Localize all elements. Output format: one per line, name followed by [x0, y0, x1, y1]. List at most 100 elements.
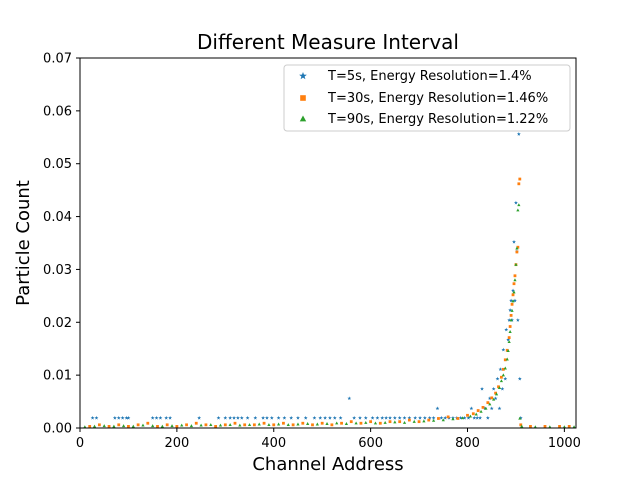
data-point: [320, 421, 324, 425]
data-point: [112, 415, 117, 420]
data-point: [514, 200, 518, 205]
data-point: [199, 423, 203, 427]
data-point: [120, 415, 125, 420]
data-point: [511, 299, 515, 303]
data-point: [402, 415, 407, 420]
data-point: [312, 415, 317, 420]
data-point: [500, 375, 503, 379]
data-point: [480, 386, 484, 391]
data-point: [311, 423, 314, 427]
data-point: [121, 424, 126, 428]
data-point: [529, 425, 532, 428]
data-point: [272, 423, 276, 427]
data-point: [506, 349, 510, 353]
data-point: [218, 423, 223, 427]
x-tick-label: 0: [76, 436, 84, 451]
data-point: [150, 415, 155, 420]
data-point: [511, 288, 515, 293]
data-point: [156, 425, 159, 428]
data-point: [185, 423, 188, 427]
data-point: [508, 308, 513, 312]
y-tick-label: 0.03: [43, 263, 72, 278]
data-point: [276, 422, 281, 426]
data-point: [469, 406, 474, 411]
y-tick-label: 0.02: [43, 316, 72, 331]
data-point: [323, 415, 328, 420]
data-point: [90, 415, 95, 420]
data-point: [349, 420, 353, 424]
y-tick-label: 0.05: [43, 157, 72, 172]
data-point: [257, 422, 261, 426]
data-point: [498, 367, 503, 371]
y-tick-label: 0.00: [43, 422, 72, 437]
data-point: [325, 422, 329, 425]
data-point: [245, 415, 250, 420]
data-point: [466, 413, 469, 417]
data-point: [509, 314, 513, 317]
data-point: [243, 423, 247, 427]
data-point: [458, 415, 463, 420]
data-point: [398, 420, 402, 424]
data-point: [412, 419, 416, 423]
data-point: [332, 415, 337, 420]
data-point: [427, 418, 431, 422]
legend-star-marker: [299, 71, 307, 80]
data-point: [515, 246, 519, 250]
data-point: [261, 415, 266, 420]
data-point: [497, 385, 500, 389]
data-point: [127, 425, 130, 428]
legend-entry-t5: T=5s, Energy Resolution=1.4%: [327, 69, 532, 84]
data-point: [517, 376, 522, 381]
series-t90: [83, 203, 576, 429]
x-tick-label: 200: [164, 436, 189, 451]
data-point: [267, 423, 271, 427]
data-point: [483, 406, 487, 411]
data-point: [141, 423, 145, 427]
data-point: [493, 396, 498, 401]
data-point: [499, 379, 504, 383]
data-point: [83, 425, 87, 429]
data-point: [495, 376, 500, 381]
data-point: [461, 416, 465, 420]
data-point: [392, 415, 397, 420]
data-point: [471, 412, 475, 416]
data-point: [92, 424, 97, 428]
data-point: [518, 415, 523, 420]
data-point: [164, 415, 169, 420]
data-point: [494, 392, 499, 396]
data-point: [446, 415, 450, 419]
data-point: [417, 420, 421, 424]
data-point: [481, 405, 485, 409]
data-point: [291, 423, 295, 427]
data-point: [474, 412, 478, 416]
data-point: [518, 177, 522, 181]
data-point: [253, 415, 258, 420]
x-tick-label: 600: [358, 436, 383, 451]
series-t5: [90, 132, 523, 420]
data-point: [364, 420, 368, 424]
axis-ticks: 0 200 400 600 800 1000 0.00 0.01 0.02 0.03 0.04 0.0…: [43, 52, 581, 452]
data-point: [335, 421, 339, 425]
data-point: [247, 423, 252, 427]
data-point: [370, 415, 375, 420]
data-point: [197, 415, 202, 420]
data-point: [330, 423, 334, 427]
data-point: [437, 417, 440, 420]
data-point: [418, 415, 422, 420]
data-point: [359, 421, 363, 425]
data-point: [431, 415, 436, 420]
y-tick-label: 0.07: [43, 52, 72, 67]
data-point: [515, 250, 519, 254]
data-point: [501, 367, 505, 371]
data-point: [397, 415, 402, 420]
data-point: [204, 423, 208, 427]
y-tick-label: 0.06: [43, 104, 72, 119]
data-point: [238, 423, 242, 427]
legend-box: [283, 64, 571, 132]
data-point: [97, 423, 101, 427]
data-point: [116, 415, 121, 420]
data-point: [490, 396, 494, 400]
data-point: [107, 425, 111, 428]
data-point: [567, 425, 571, 428]
data-point: [393, 420, 397, 424]
